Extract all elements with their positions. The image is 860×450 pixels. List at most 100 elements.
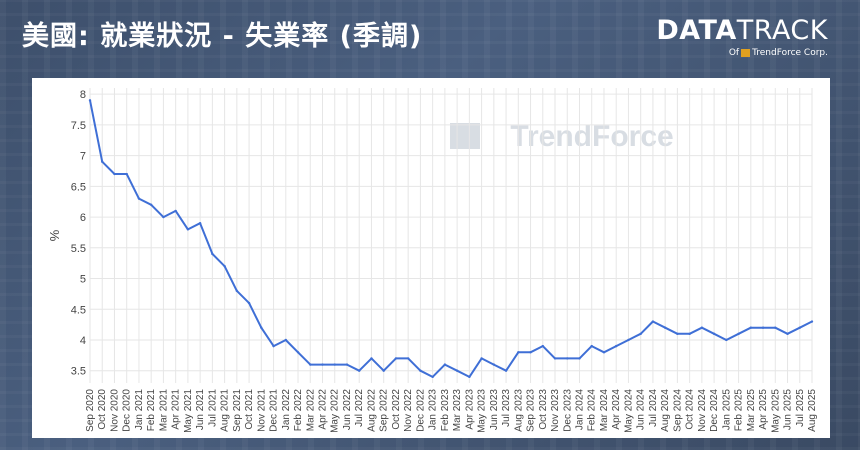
data-point	[345, 363, 349, 366]
x-tick-label: Jul 2023	[501, 389, 512, 427]
data-point	[700, 326, 704, 329]
data-point	[137, 197, 141, 200]
data-point	[651, 320, 655, 323]
data-point	[186, 228, 190, 231]
data-point	[602, 351, 606, 354]
data-point	[358, 369, 361, 372]
x-tick-label: Jul 2021	[207, 389, 218, 427]
x-tick-label: Jul 2025	[795, 389, 806, 427]
x-tick-label: Dec 2023	[562, 389, 573, 432]
watermark-logo-icon	[450, 123, 480, 149]
x-tick-label: May 2021	[183, 389, 194, 433]
data-point	[615, 344, 618, 348]
x-tick-label: Jun 2025	[783, 389, 794, 431]
data-point	[529, 351, 532, 354]
data-point	[198, 222, 202, 225]
x-tick-label: Mar 2023	[452, 389, 463, 432]
data-point	[296, 351, 300, 354]
data-point	[566, 357, 569, 360]
data-point	[749, 326, 753, 329]
x-tick-label: May 2025	[770, 389, 781, 433]
brand-wordmark: DATATRACK	[656, 16, 828, 46]
data-point	[712, 332, 716, 336]
data-point	[553, 357, 557, 360]
x-tick-label: Aug 2022	[366, 389, 377, 432]
brand-bold-text: DATA	[656, 15, 737, 46]
x-tick-label: Sep 2020	[85, 389, 96, 432]
data-point	[260, 326, 263, 329]
x-tick-label: May 2024	[623, 389, 634, 433]
x-tick-label: Apr 2023	[464, 389, 475, 430]
data-point	[774, 326, 777, 329]
y-tick-label: 4	[80, 335, 86, 347]
x-tick-label: Jan 2022	[281, 389, 292, 431]
data-point	[370, 357, 373, 360]
data-point	[419, 369, 422, 372]
x-tick-label: Sep 2021	[232, 389, 243, 432]
x-tick-label: Jul 2024	[648, 389, 659, 427]
y-tick-label: 4.5	[71, 304, 86, 316]
x-tick-label: Dec 2020	[122, 389, 133, 432]
data-point	[480, 357, 483, 360]
brand-of-text: Of	[728, 48, 740, 58]
x-tick-label: Nov 2024	[697, 389, 708, 432]
x-tick-label: Feb 2024	[587, 389, 598, 432]
data-point	[627, 338, 630, 342]
y-tick-label: 7	[80, 151, 86, 163]
data-point	[810, 320, 814, 323]
x-tick-label: Feb 2023	[440, 389, 451, 432]
data-point	[517, 351, 520, 354]
x-tick-label: Feb 2025	[734, 389, 745, 432]
data-point	[321, 363, 324, 366]
x-tick-label: Sep 2024	[672, 389, 683, 432]
brand-logo: DATATRACK Of TrendForce Corp.	[656, 16, 828, 59]
x-tick-label: Aug 2025	[807, 389, 818, 432]
data-point	[725, 338, 728, 342]
data-point	[737, 332, 740, 336]
data-point	[309, 363, 312, 366]
data-point	[590, 344, 593, 348]
y-axis-label: %	[47, 230, 62, 242]
x-tick-label: Feb 2021	[146, 389, 157, 432]
data-point	[162, 215, 165, 219]
x-tick-label: Apr 2024	[611, 389, 622, 430]
data-point	[761, 326, 765, 329]
x-tick-label: Oct 2022	[391, 389, 402, 430]
x-tick-label: Oct 2021	[244, 389, 255, 430]
data-point	[88, 99, 92, 102]
data-point	[247, 301, 251, 305]
data-point	[382, 369, 385, 372]
x-tick-label: Feb 2022	[293, 389, 304, 432]
x-tick-label: Nov 2021	[256, 389, 267, 432]
data-point	[394, 357, 398, 360]
data-point	[333, 363, 336, 366]
data-point	[284, 338, 287, 342]
x-tick-label: Mar 2025	[746, 389, 757, 432]
x-tick-label: Jan 2023	[428, 389, 439, 431]
x-tick-label: Jan 2021	[134, 389, 145, 431]
x-tick-label: Jun 2024	[636, 389, 647, 431]
data-point	[272, 344, 275, 348]
data-point	[235, 289, 239, 293]
x-tick-label: Mar 2024	[599, 389, 610, 432]
data-point	[443, 363, 447, 366]
x-tick-label: Apr 2022	[318, 389, 329, 430]
data-point	[688, 332, 691, 336]
y-tick-label: 5	[80, 274, 86, 286]
series-line-unemployment	[89, 100, 813, 378]
x-tick-label: Dec 2022	[415, 389, 426, 432]
page-title: 美國: 就業狀況 - 失業率 (季調)	[22, 21, 423, 52]
data-point	[455, 369, 459, 372]
x-tick-label: Aug 2023	[513, 389, 524, 432]
x-tick-label: Mar 2021	[158, 389, 169, 432]
data-point	[504, 369, 508, 372]
x-tick-label: Sep 2023	[526, 389, 537, 432]
brand-company-text: TrendForce Corp.	[752, 48, 828, 58]
x-tick-label: Oct 2023	[538, 389, 549, 430]
x-tick-label: Dec 2024	[709, 389, 720, 432]
y-tick-label: 6.5	[71, 181, 86, 193]
y-tick-label: 5.5	[71, 243, 86, 255]
data-point	[113, 172, 116, 176]
x-tick-label: Nov 2020	[109, 389, 120, 432]
x-tick-label: Jan 2024	[574, 389, 585, 431]
